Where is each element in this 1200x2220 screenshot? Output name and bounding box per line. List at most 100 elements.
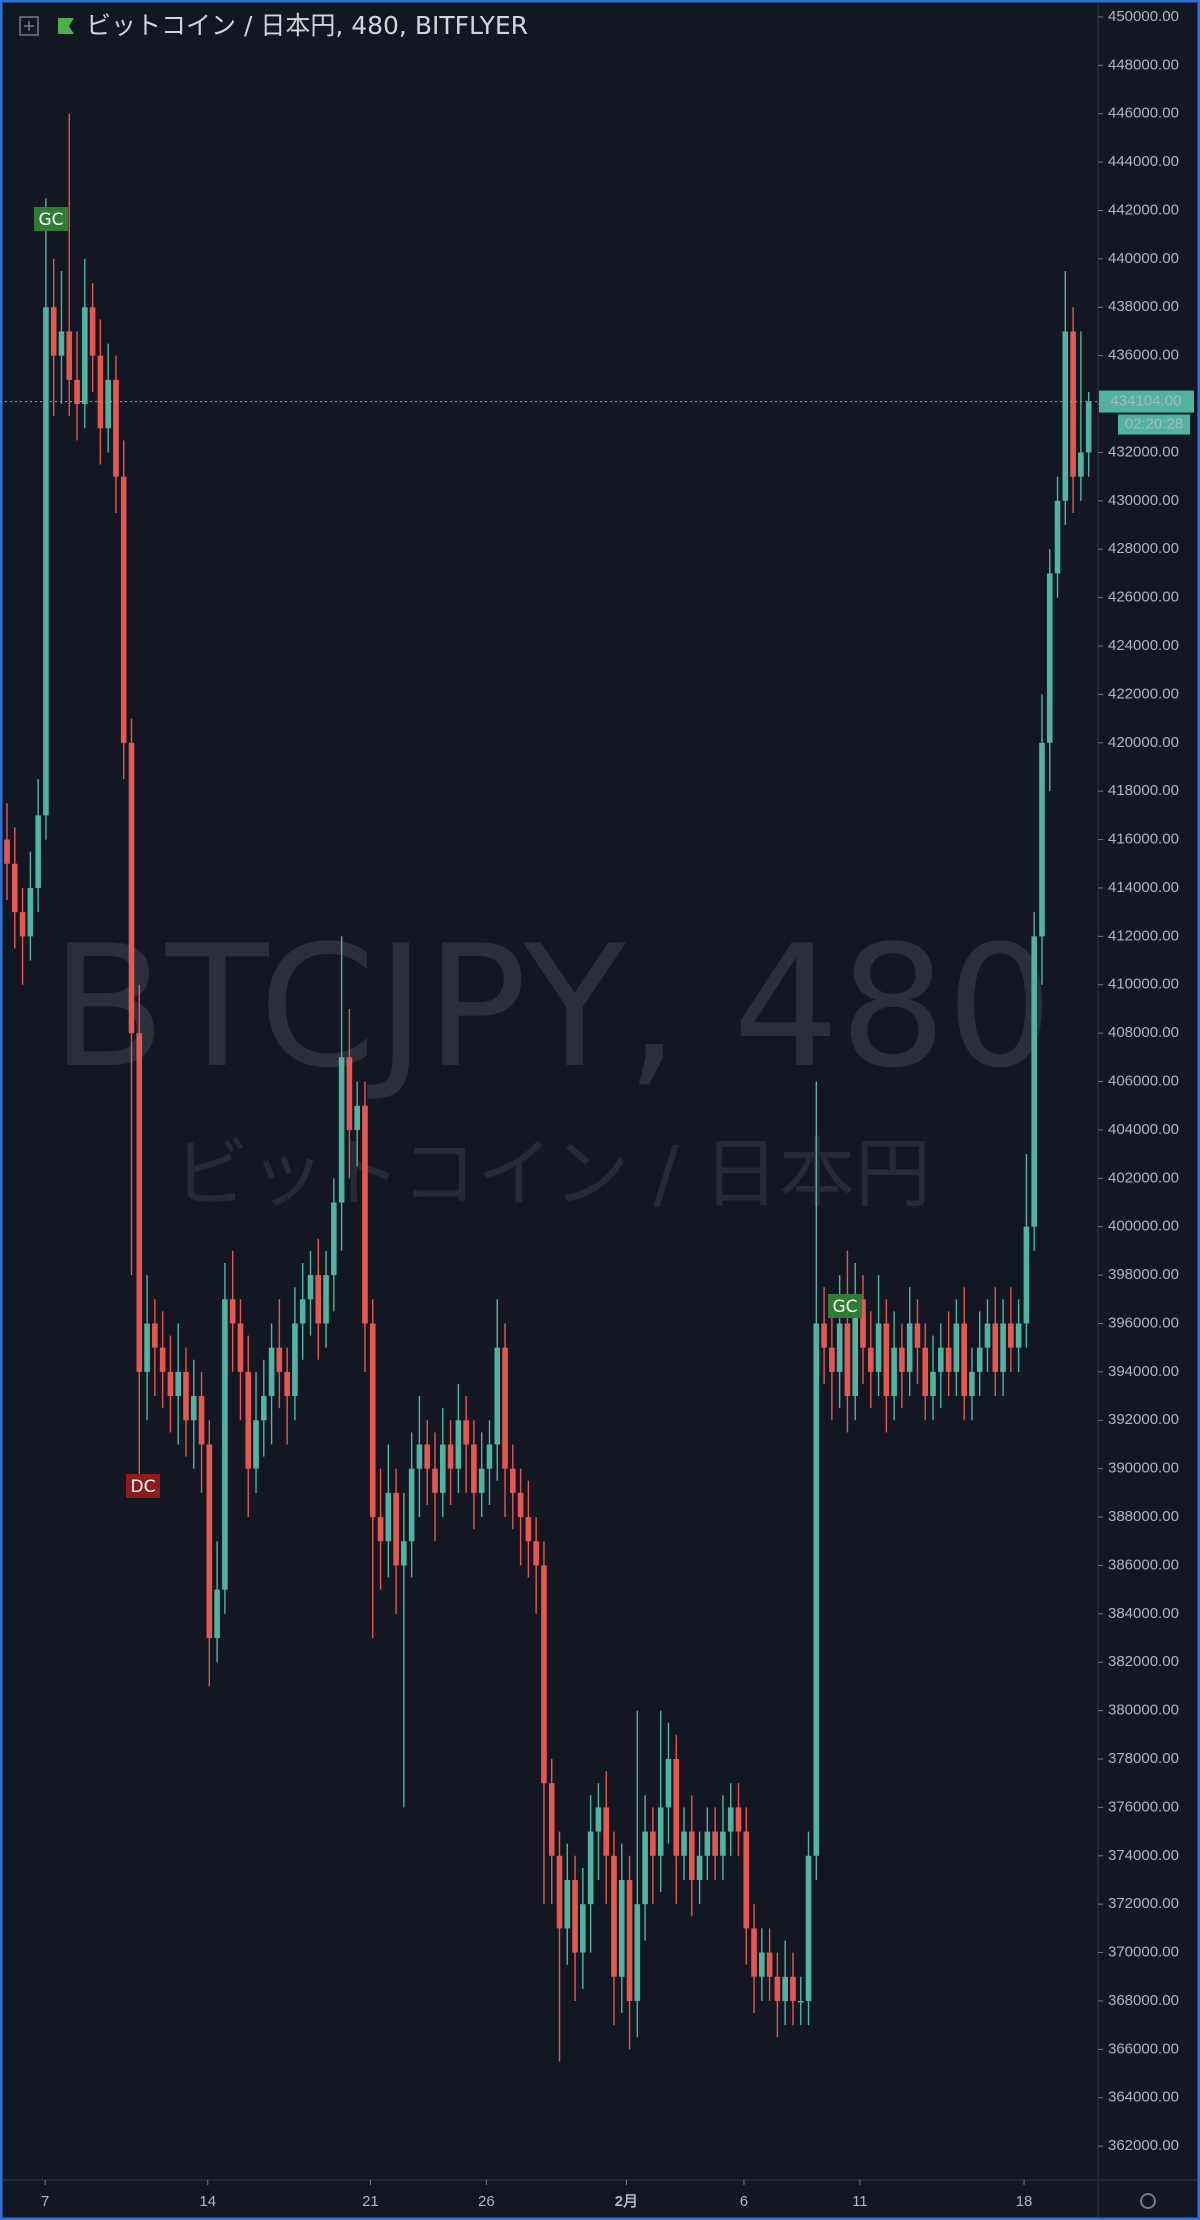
candle-body	[899, 1347, 905, 1372]
y-tick-label: 428000.00	[1108, 540, 1179, 557]
candle-body	[533, 1541, 539, 1566]
candle-body	[253, 1420, 259, 1469]
y-tick-label: 422000.00	[1108, 685, 1179, 702]
candle-body	[657, 1807, 664, 1856]
y-tick-label: 364000.00	[1108, 2089, 1179, 2106]
expand-icon-plus	[24, 21, 34, 31]
candle-body	[914, 1323, 921, 1348]
candle-body	[245, 1371, 252, 1469]
y-tick-label: 410000.00	[1108, 976, 1179, 993]
candle-body	[1015, 1323, 1022, 1348]
candle-body	[1046, 573, 1053, 743]
candle-body	[478, 1468, 485, 1493]
candle-body	[183, 1371, 189, 1421]
candle-body	[626, 1879, 633, 2001]
candle-body	[938, 1347, 944, 1372]
candle-body	[1000, 1323, 1006, 1372]
candle-body	[1078, 452, 1084, 477]
candle-body	[1062, 331, 1069, 501]
y-tick-label: 432000.00	[1108, 443, 1179, 460]
candle-body	[331, 1202, 337, 1276]
candle-body	[852, 1299, 859, 1397]
candle-body	[369, 1323, 376, 1518]
candle-body	[346, 1057, 353, 1130]
candle-body	[774, 1976, 781, 2001]
candle-body	[1039, 742, 1045, 937]
candle-body	[1085, 401, 1092, 453]
candle-body	[113, 379, 119, 477]
candle-body	[945, 1347, 952, 1372]
y-tick-label: 444000.00	[1108, 153, 1179, 170]
candle-body	[354, 1105, 360, 1130]
y-tick-label: 366000.00	[1108, 2040, 1179, 2057]
y-tick-label: 438000.00	[1108, 298, 1179, 315]
candle-body	[930, 1371, 936, 1397]
candle-body	[541, 1565, 547, 1784]
settings-icon[interactable]	[1140, 2193, 1156, 2209]
candle-body	[19, 912, 26, 937]
x-tick-label: 2月	[615, 2193, 638, 2210]
countdown-label: 02:20:28	[1125, 416, 1183, 433]
candle-body	[883, 1323, 890, 1397]
candle-body	[548, 1783, 555, 1856]
candle-body	[50, 307, 57, 356]
candle-body	[564, 1879, 571, 1929]
x-tick-label: 18	[1016, 2193, 1033, 2210]
flag-icon[interactable]	[58, 18, 74, 34]
y-tick-label: 426000.00	[1108, 589, 1179, 606]
candle-body	[587, 1831, 594, 1905]
candle-body	[447, 1444, 454, 1469]
candle-body	[922, 1347, 929, 1397]
x-tick-label: 6	[740, 2193, 748, 2210]
candle-body	[875, 1323, 882, 1372]
y-tick-label: 436000.00	[1108, 347, 1179, 364]
y-tick-label: 382000.00	[1108, 1653, 1179, 1670]
candle-body	[128, 742, 135, 1034]
expand-icon[interactable]	[19, 16, 39, 36]
candle-body	[759, 1952, 765, 1977]
y-tick-label: 406000.00	[1108, 1073, 1179, 1090]
candle-body	[268, 1347, 275, 1397]
candle-body	[782, 1976, 788, 2001]
candle-body	[525, 1517, 532, 1542]
candle-body	[284, 1371, 290, 1397]
candle-body	[1054, 500, 1061, 574]
candle-body	[813, 1323, 820, 1856]
candle-body	[198, 1396, 205, 1445]
candle-body	[906, 1323, 913, 1372]
candle-body	[276, 1347, 283, 1372]
candle-body	[237, 1323, 244, 1372]
y-tick-label: 368000.00	[1108, 1992, 1179, 2009]
plot-area: GC DC GC	[4, 113, 1092, 2062]
y-tick-label: 362000.00	[1108, 2137, 1179, 2154]
y-tick-label: 416000.00	[1108, 831, 1179, 848]
candle-body	[120, 476, 127, 743]
y-tick-label: 390000.00	[1108, 1460, 1179, 1477]
chart-title[interactable]: ビットコイン / 日本円, 480, BITFLYER	[86, 11, 528, 40]
candle-body	[82, 307, 88, 405]
candle-body	[152, 1323, 158, 1348]
annotation-label: GC	[38, 210, 63, 230]
candle-body	[580, 1904, 586, 1953]
y-tick-label: 396000.00	[1108, 1314, 1179, 1331]
candle-body	[190, 1396, 197, 1421]
candle-body	[611, 1855, 617, 1977]
candle-body	[805, 1855, 812, 2001]
candle-body	[665, 1759, 672, 1808]
y-tick-label: 370000.00	[1108, 1944, 1179, 1961]
candle-body	[1031, 936, 1037, 1227]
candle-body	[35, 815, 41, 888]
candle-body	[961, 1323, 967, 1397]
x-tick-label: 14	[199, 2193, 216, 2210]
candle-body	[502, 1347, 508, 1469]
candle-body	[159, 1347, 166, 1372]
last-price-box	[1099, 390, 1194, 413]
candle-body	[735, 1807, 742, 1832]
candle-body	[510, 1468, 516, 1493]
candle-body	[408, 1468, 415, 1542]
y-tick-label: 424000.00	[1108, 637, 1179, 654]
x-tick-label: 21	[362, 2193, 379, 2210]
candle-body	[572, 1879, 578, 1953]
candle-body	[1023, 1226, 1030, 1324]
